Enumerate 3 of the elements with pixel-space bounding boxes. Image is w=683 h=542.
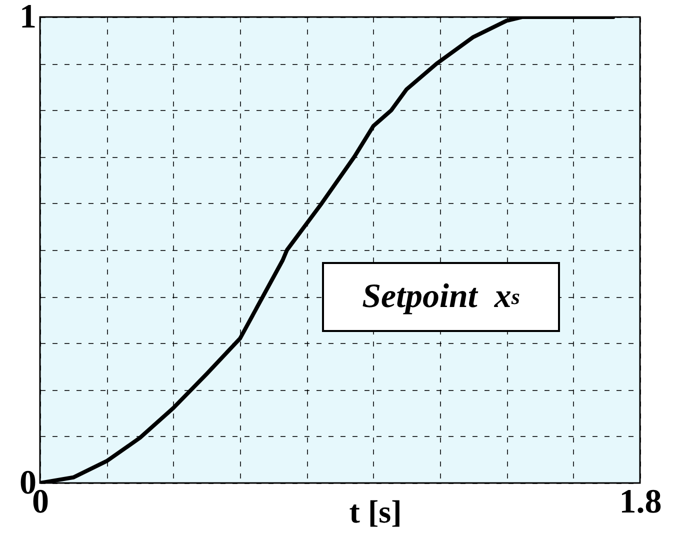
x-axis-title: t [s] — [349, 494, 402, 530]
y-tick-label: 1 — [20, 0, 36, 36]
x-tick-label: 1.8 — [619, 484, 662, 520]
